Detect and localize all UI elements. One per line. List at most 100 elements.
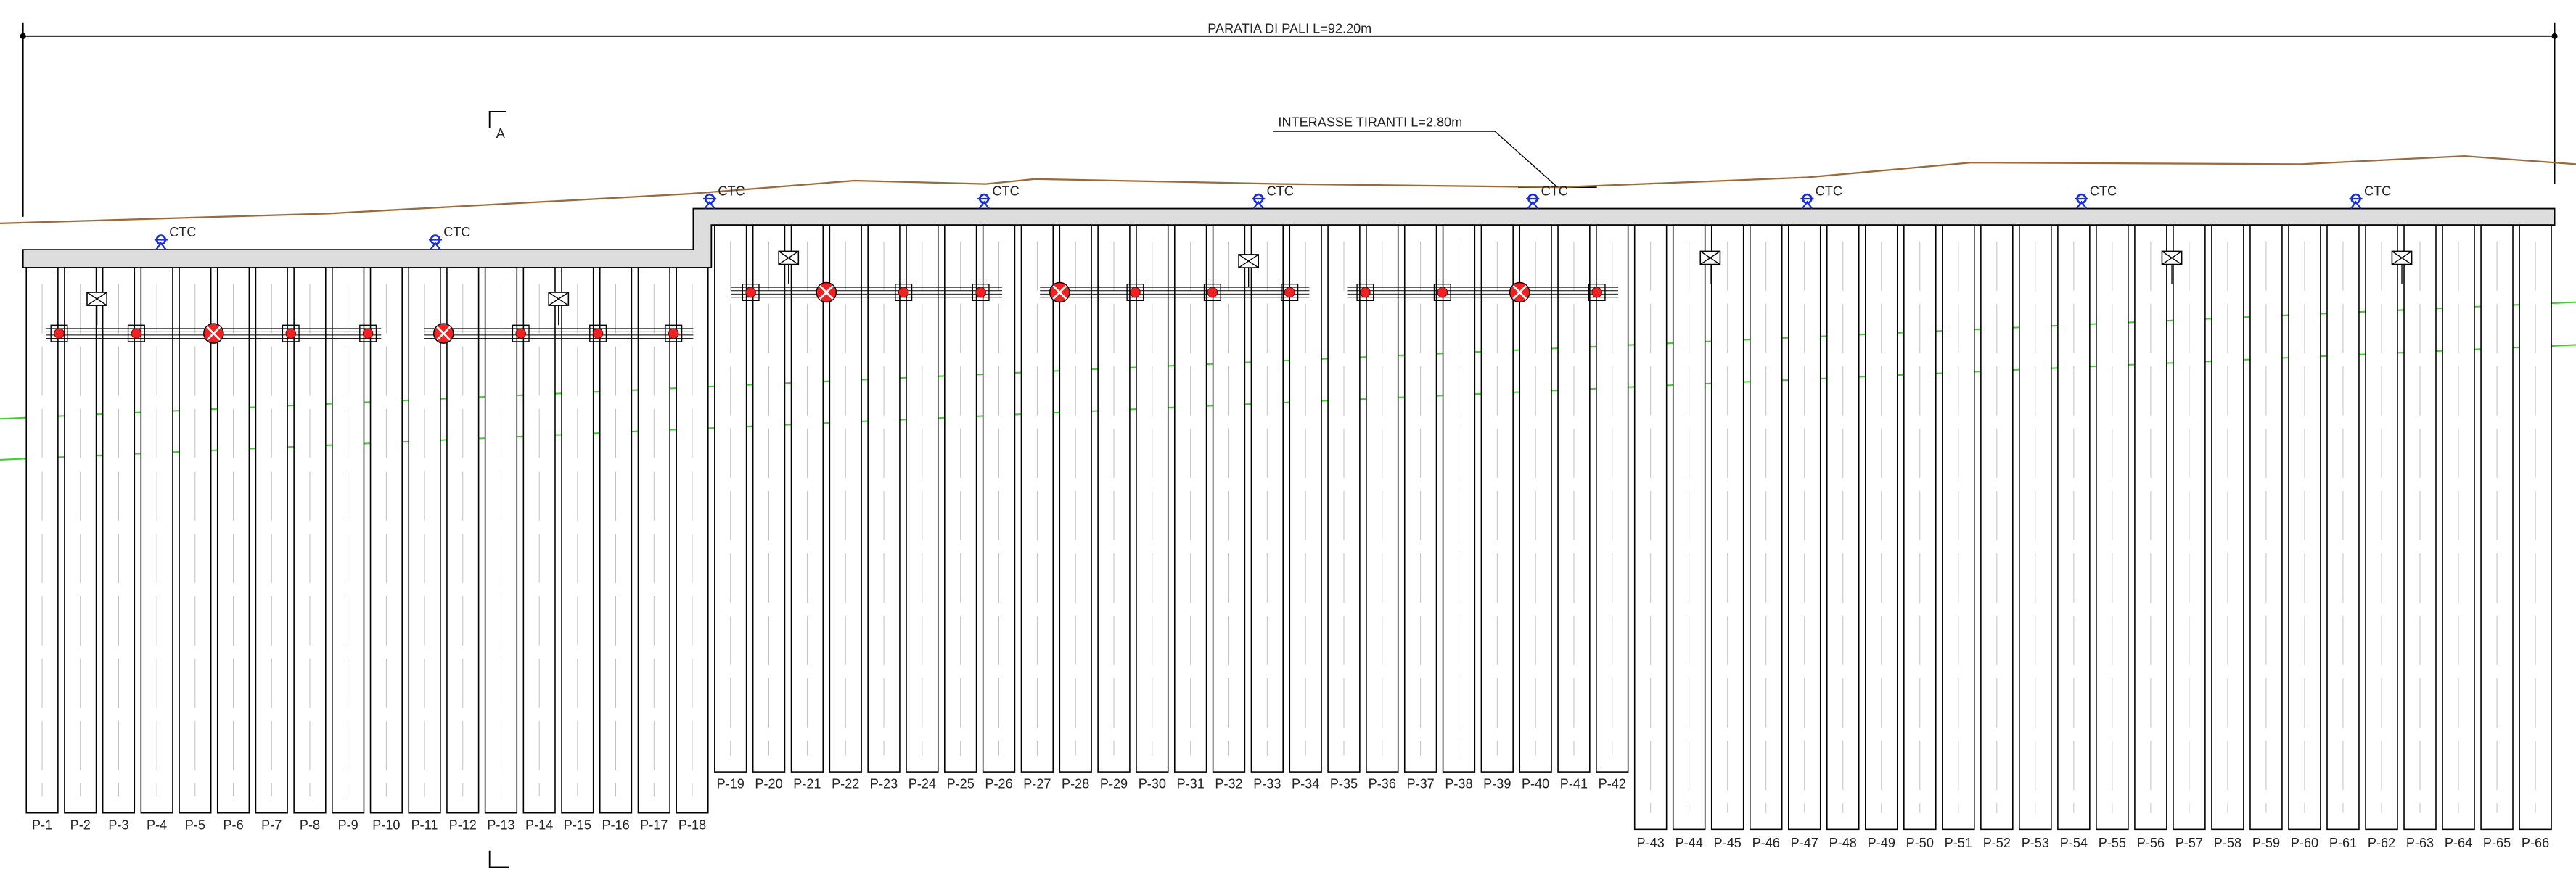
pile-label: P-47 [1791,836,1818,850]
pile-label: P-5 [185,818,205,832]
ctc-label: CTC [1267,184,1294,198]
anchor [1591,287,1602,298]
anchor [592,328,604,339]
pile-label: P-65 [2483,836,2511,850]
ctc-label: CTC [2090,184,2117,198]
pile-label: P-24 [908,777,936,791]
pile-label: P-66 [2522,836,2549,850]
anchor [975,287,986,298]
ctc-marker-legs [1800,197,1814,210]
pile-label: P-18 [678,818,706,832]
pile-label: P-60 [2291,836,2318,850]
pile-label: P-10 [372,818,400,832]
inclinometer-cross [86,292,107,306]
load-cell-cross [1512,284,1527,300]
anchor-plate [282,324,300,342]
callout-leader [1273,131,1558,188]
pile-label: P-8 [300,818,320,832]
ctc-label: CTC [1541,184,1568,198]
pile-label: P-1 [32,818,52,832]
anchor [1437,287,1448,298]
pile-label: P-22 [832,777,859,791]
anchor-plate [742,284,760,302]
ctc-marker-legs [2349,197,2363,210]
anchor-plate [665,324,683,342]
anchor [362,328,374,339]
ctc-label: CTC [992,184,1019,198]
pile-label: P-27 [1023,777,1051,791]
anchor-plate [512,324,530,342]
pile-label: P-39 [1483,777,1511,791]
anchor-plate [127,324,145,342]
anchor [1284,287,1295,298]
anchor-plate [895,284,913,302]
pile-label: P-23 [870,777,898,791]
dimension-label: PARATIA DI PALI L=92.20m [1207,21,1371,36]
pile-label: P-38 [1445,777,1472,791]
pile-label: P-58 [2214,836,2241,850]
anchor-plate [1356,284,1374,302]
inclinometer-cross [778,250,799,265]
pile-label: P-26 [985,777,1012,791]
ctc-marker-legs [154,239,168,250]
anchor [668,328,679,339]
pile-label: P-30 [1139,777,1166,791]
pile-label: P-11 [411,818,438,832]
anchor [1130,287,1141,298]
pile-label: P-57 [2175,836,2203,850]
ctc-marker-legs [977,197,991,210]
pile-label: P-32 [1215,777,1242,791]
pile-label: P-49 [1868,836,1895,850]
inclinometer-cross [1699,250,1720,265]
pile-label: P-19 [717,777,745,791]
anchor-plate [1433,284,1451,302]
pile-label: P-64 [2445,836,2472,850]
inclinometer-cross [2392,250,2412,265]
ctc-label: CTC [169,225,196,239]
pile-label: P-46 [1752,836,1780,850]
dimension-end [20,33,26,39]
anchor-plate [1203,284,1221,302]
anchor [131,328,142,339]
pile-label: P-2 [70,818,91,832]
anchor [1207,287,1218,298]
pile-label: P-51 [1945,836,1972,850]
section-arrow [488,850,509,868]
ctc-label: CTC [1816,184,1842,198]
pile-label: P-29 [1100,777,1128,791]
pile-label: P-21 [793,777,821,791]
dimension-end [2551,33,2558,39]
pile-label: P-12 [449,818,477,832]
ctc-marker-legs [2075,197,2088,210]
pile-label: P-53 [2022,836,2049,850]
ground-line [0,155,2576,225]
pile-label: P-25 [947,777,975,791]
load-cell-cross [206,326,221,341]
pile-label: P-35 [1330,777,1358,791]
pile-label: P-54 [2060,836,2088,850]
pile-label: P-61 [2329,836,2357,850]
ctc-label: CTC [2364,184,2391,198]
pile-label: P-63 [2406,836,2434,850]
pile-label: P-56 [2137,836,2165,850]
pile-label: P-36 [1369,777,1396,791]
capping-beam [22,207,2556,268]
pile-label: P-48 [1829,836,1857,850]
inclinometer-cross [1238,254,1259,268]
ctc-label: CTC [718,184,745,198]
pile-label: P-28 [1062,777,1089,791]
pile-label: P-45 [1714,836,1742,850]
callout-label: INTERASSE TIRANTI L=2.80m [1278,115,1462,129]
load-cell-cross [1052,284,1067,300]
ctc-marker-legs [1526,197,1540,210]
anchor [515,328,526,339]
load-cell-cross [819,284,834,300]
anchor [745,287,756,298]
anchor-plate [359,324,377,342]
anchor-plate [50,324,68,342]
anchor-plate [1588,284,1606,302]
pile-label: P-40 [1522,777,1549,791]
inclinometer-cross [548,292,569,306]
pile-label: P-55 [2099,836,2126,850]
